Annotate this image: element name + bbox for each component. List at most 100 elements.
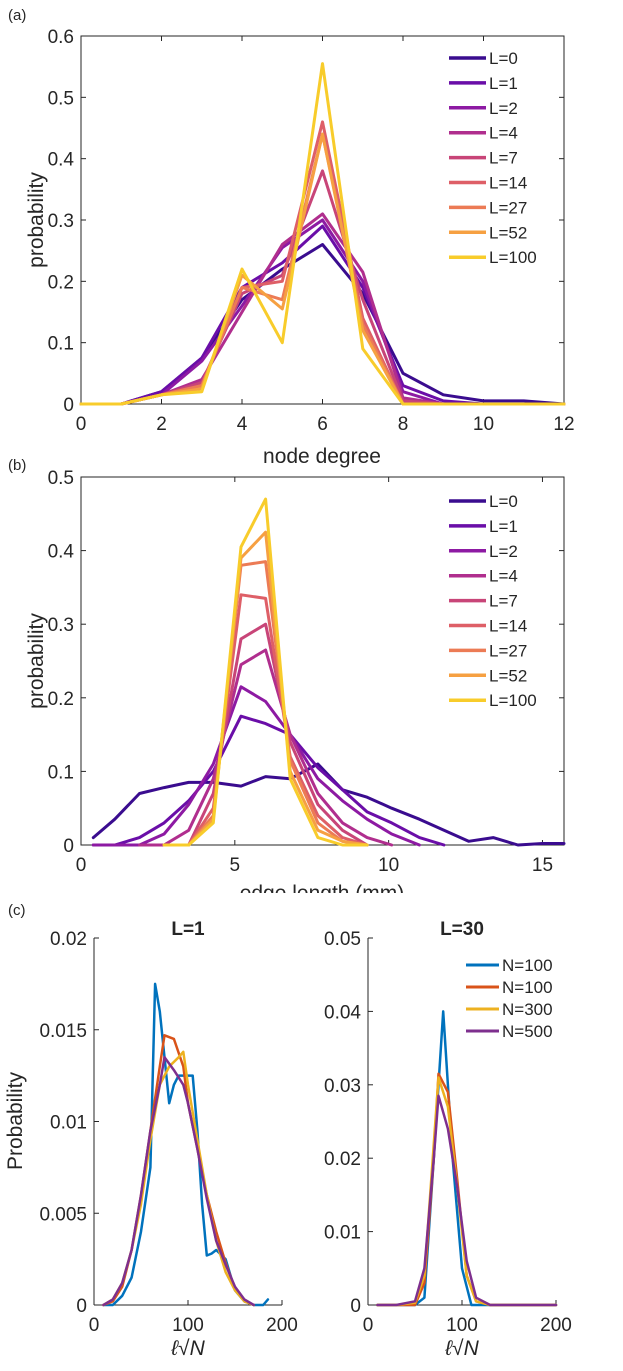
series-line-n-500	[102, 1056, 256, 1307]
series-line-n-100	[102, 982, 270, 1307]
x-axis-label-a: node degree	[263, 445, 381, 468]
ticks-c-left: 0 100 200 0 0.005 0.01 0.015 0.02	[39, 929, 297, 1336]
y-tick-label: 0.01	[324, 1223, 361, 1244]
y-tick-label: 0.2	[48, 272, 74, 293]
legend-a: L=0 L=1 L=2 L=4 L=7 L=14 L=27 L=52 L=100	[449, 49, 537, 267]
legend-b: L=0 L=1 L=2 L=4 L=7 L=14 L=27 L=52 L=100	[449, 492, 537, 710]
panel-label-b: (b)	[8, 457, 26, 474]
series-lines-c-right	[376, 1010, 558, 1307]
series-lines-c-left	[102, 982, 270, 1307]
x-tick-label: 2	[156, 414, 167, 435]
series-line-l-100	[79, 62, 566, 406]
ticks-a: 0 2 4 6 8 10 12 0 0.1 0.2 0.3 0.4 0.5 0.6	[48, 27, 575, 435]
plot-box-b	[80, 476, 565, 846]
x-tick-label: 100	[172, 1315, 204, 1336]
legend-entry: L=7	[489, 149, 518, 168]
figure-gap	[0, 893, 623, 907]
x-tick-label: 12	[553, 414, 574, 435]
x-tick-label: 10	[473, 414, 494, 435]
y-tick-label: 0.5	[48, 468, 74, 489]
legend-entry: L=14	[489, 174, 527, 193]
legend-entry: L=1	[489, 517, 518, 536]
legend-entry: N=300	[502, 1000, 553, 1019]
y-tick-label: 0.3	[48, 211, 74, 232]
y-tick-label: 0.05	[324, 929, 361, 950]
x-tick-label: 0	[89, 1315, 100, 1336]
y-tick-label: 0.4	[48, 542, 75, 563]
y-axis-label-c: Probability	[4, 1071, 27, 1170]
series-line-l-7	[162, 622, 369, 847]
y-tick-label: 0	[76, 1296, 87, 1317]
series-line-l-4	[138, 648, 394, 847]
legend-entry: L=27	[489, 198, 527, 217]
series-line-n-300	[376, 1076, 558, 1307]
y-tick-label: 0	[350, 1296, 361, 1317]
legend-entry: N=100	[502, 978, 553, 997]
ticks-b: 0 5 10 15 0 0.1 0.2 0.3 0.4 0.5	[48, 468, 564, 876]
series-line-l-52	[162, 530, 369, 847]
y-tick-label: 0.1	[48, 334, 74, 355]
legend-entry: L=27	[489, 641, 527, 660]
y-tick-label: 0.02	[324, 1149, 361, 1170]
y-tick-label: 0.4	[48, 150, 75, 171]
y-tick-label: 0.01	[50, 1113, 87, 1134]
x-tick-label: 15	[532, 855, 553, 876]
y-tick-label: 0	[63, 395, 74, 416]
legend-entry: L=0	[489, 492, 518, 511]
ticks-c-right: 0 100 200 0 0.01 0.02 0.03 0.04 0.05	[324, 929, 572, 1336]
y-tick-label: 0.005	[39, 1204, 87, 1225]
y-tick-label: 0.1	[48, 762, 74, 783]
series-line-l-2	[91, 685, 421, 847]
legend-entry: L=100	[489, 691, 537, 710]
y-tick-label: 0.02	[50, 929, 87, 950]
y-tick-label: 0.5	[48, 88, 74, 109]
panel-label-a: (a)	[8, 7, 26, 24]
y-tick-label: 0.3	[48, 615, 74, 636]
legend-entry: L=14	[489, 617, 527, 636]
y-tick-label: 0.2	[48, 689, 74, 710]
legend-entry: N=500	[502, 1022, 553, 1041]
y-axis-label-b: probability	[25, 613, 48, 709]
series-line-l-1	[91, 714, 446, 847]
x-tick-label: 8	[398, 414, 409, 435]
legend-entry: L=100	[489, 248, 537, 267]
legend-entry: L=4	[489, 124, 518, 143]
y-tick-label: 0.6	[48, 27, 74, 48]
x-tick-label: 0	[363, 1315, 374, 1336]
y-tick-label: 0.03	[324, 1076, 361, 1097]
x-tick-label: 0	[76, 855, 87, 876]
x-tick-label: 5	[230, 855, 241, 876]
x-tick-label: 100	[446, 1315, 478, 1336]
series-line-l-14	[162, 593, 369, 847]
legend-entry: L=2	[489, 99, 518, 118]
panel-label-c: (c)	[8, 902, 26, 919]
x-tick-label: 200	[266, 1315, 298, 1336]
y-tick-label: 0.04	[324, 1002, 361, 1023]
y-tick-label: 0.015	[39, 1021, 87, 1042]
panel-c-left: (c) L=1 0 100 200 0 0.005 0.01 0.015 0.02 ℓ√N P…	[4, 902, 298, 1360]
legend-entry: L=7	[489, 592, 518, 611]
legend-entry: L=52	[489, 223, 527, 242]
legend-entry: L=2	[489, 542, 518, 561]
x-tick-label: 4	[237, 414, 248, 435]
x-tick-label: 6	[317, 414, 328, 435]
x-tick-label: 200	[540, 1315, 572, 1336]
panel-c-right: L=30 0 100 200 0 0.01 0.02 0.03 0.04 0.05 N=100 N…	[324, 919, 572, 1360]
series-line-l-0	[79, 243, 566, 406]
series-line-n-500	[376, 1094, 558, 1307]
legend-entry: L=0	[489, 49, 518, 68]
series-line-l-100	[162, 497, 369, 847]
subplot-title-right: L=30	[440, 919, 484, 940]
x-tick-label: 0	[76, 414, 87, 435]
legend-entry: N=100	[502, 956, 553, 975]
subplot-title-left: L=1	[171, 919, 205, 940]
legend-entry: L=4	[489, 567, 518, 586]
x-axis-label-c-left: ℓ√N	[170, 1337, 205, 1360]
series-line-l-4	[79, 212, 566, 406]
x-tick-label: 10	[378, 855, 399, 876]
x-axis-label-c-right: ℓ√N	[444, 1337, 479, 1360]
series-lines-a	[79, 62, 566, 406]
